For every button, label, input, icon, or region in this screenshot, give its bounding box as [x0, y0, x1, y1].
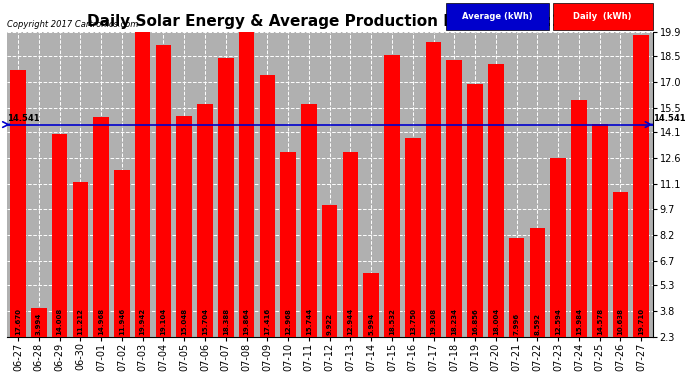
Bar	[218, 58, 233, 375]
Text: 16.856: 16.856	[472, 308, 478, 335]
Text: 15.744: 15.744	[306, 308, 312, 335]
Title: Daily Solar Energy & Average Production Fri Jul 28 20:19: Daily Solar Energy & Average Production …	[87, 14, 573, 29]
Text: 14.968: 14.968	[98, 308, 104, 335]
Text: Average (kWh): Average (kWh)	[462, 12, 533, 21]
FancyBboxPatch shape	[446, 3, 549, 30]
Bar	[384, 56, 400, 375]
Bar	[613, 192, 629, 375]
Text: 17.670: 17.670	[15, 308, 21, 335]
Text: 18.388: 18.388	[223, 308, 229, 335]
Text: 11.212: 11.212	[77, 308, 83, 335]
Text: 19.942: 19.942	[139, 308, 146, 335]
Text: 19.864: 19.864	[244, 308, 250, 335]
Bar	[343, 152, 358, 375]
Text: 8.592: 8.592	[534, 313, 540, 335]
Bar	[177, 116, 192, 375]
Text: 14.541: 14.541	[653, 114, 686, 123]
Text: Daily  (kWh): Daily (kWh)	[573, 12, 632, 21]
Text: 19.104: 19.104	[161, 308, 166, 335]
Text: 7.996: 7.996	[513, 313, 520, 335]
Text: 10.638: 10.638	[618, 308, 624, 335]
Text: 9.922: 9.922	[326, 313, 333, 335]
Text: 12.594: 12.594	[555, 308, 561, 335]
Bar	[259, 75, 275, 375]
Text: 11.946: 11.946	[119, 308, 125, 335]
Text: 14.541: 14.541	[7, 114, 39, 123]
Bar	[509, 238, 524, 375]
Bar	[571, 99, 586, 375]
Text: 15.048: 15.048	[181, 308, 187, 335]
Text: 14.008: 14.008	[57, 308, 63, 335]
Text: 3.994: 3.994	[36, 313, 42, 335]
Text: 18.004: 18.004	[493, 308, 499, 335]
Text: 5.994: 5.994	[368, 313, 374, 335]
Bar	[93, 117, 109, 375]
Text: 19.710: 19.710	[638, 308, 644, 335]
Bar	[322, 205, 337, 375]
Bar	[301, 104, 317, 375]
Text: 15.704: 15.704	[202, 308, 208, 335]
Text: 17.416: 17.416	[264, 308, 270, 335]
Bar	[488, 64, 504, 375]
Bar	[52, 134, 68, 375]
Bar	[633, 35, 649, 375]
Bar	[446, 60, 462, 375]
Bar	[72, 182, 88, 375]
Text: 18.234: 18.234	[451, 308, 457, 335]
Text: 12.944: 12.944	[347, 308, 353, 335]
Bar	[592, 124, 607, 375]
Text: 15.984: 15.984	[576, 308, 582, 335]
Text: 18.532: 18.532	[389, 308, 395, 335]
FancyBboxPatch shape	[553, 3, 653, 30]
Text: 19.308: 19.308	[431, 308, 437, 335]
Bar	[31, 308, 47, 375]
Bar	[135, 31, 150, 375]
Bar	[364, 273, 379, 375]
Bar	[405, 138, 420, 375]
Text: 13.750: 13.750	[410, 308, 416, 335]
Text: Copyright 2017 Cartronics.com: Copyright 2017 Cartronics.com	[7, 20, 138, 28]
Bar	[197, 104, 213, 375]
Text: 12.968: 12.968	[285, 308, 291, 335]
Bar	[156, 45, 171, 375]
Bar	[467, 84, 483, 375]
Bar	[10, 70, 26, 375]
Bar	[426, 42, 442, 375]
Text: 14.578: 14.578	[597, 308, 603, 335]
Bar	[551, 158, 566, 375]
Bar	[530, 228, 545, 375]
Bar	[239, 32, 255, 375]
Bar	[114, 170, 130, 375]
Bar	[280, 152, 296, 375]
